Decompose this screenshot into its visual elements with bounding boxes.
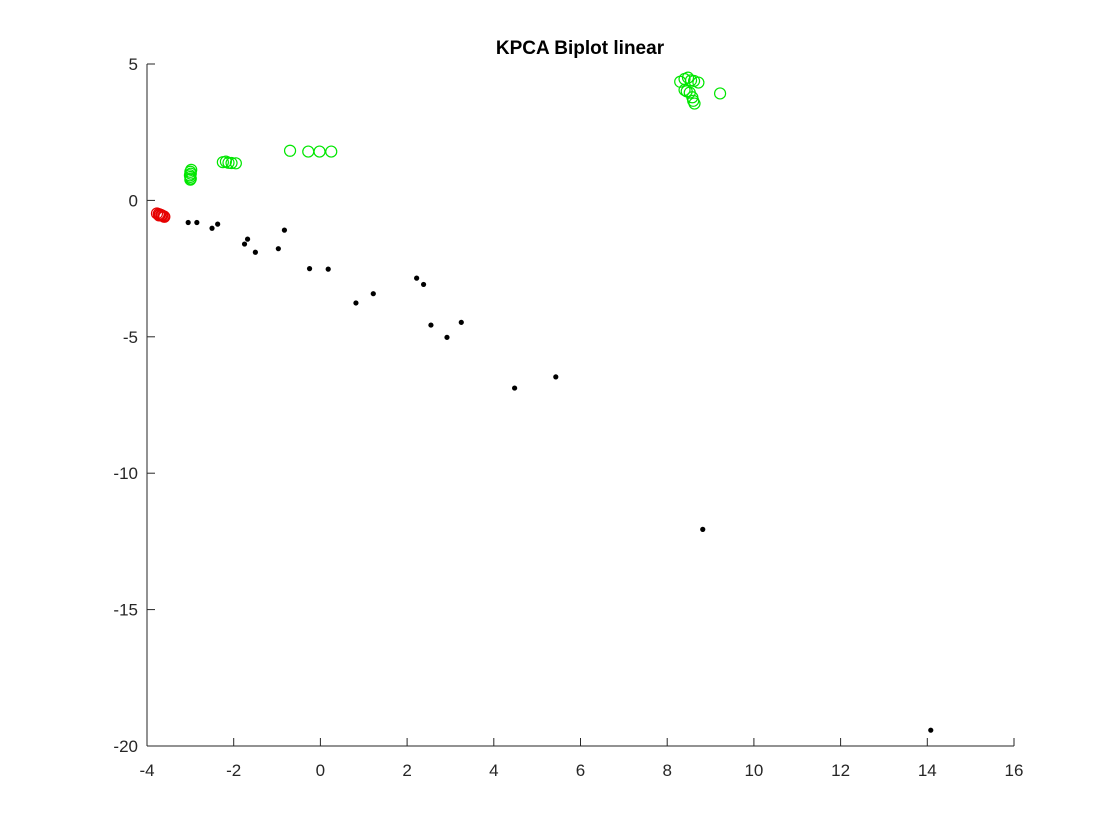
y-tick-label: 0	[129, 191, 138, 210]
data-point-circle	[302, 145, 315, 158]
data-point-dot	[241, 241, 248, 247]
data-point-dot	[428, 322, 434, 328]
x-tick-label: 10	[744, 761, 763, 780]
data-point-circle	[313, 145, 326, 158]
y-tick-label: -10	[113, 464, 138, 483]
data-point-dot	[414, 275, 420, 281]
data-point-circle	[713, 87, 727, 100]
data-point-dot	[420, 281, 427, 288]
data-point-dot	[458, 319, 464, 325]
x-tick-label: 8	[662, 761, 671, 780]
x-tick-label: -2	[226, 761, 241, 780]
plot-area	[150, 71, 934, 733]
data-point-circle	[229, 157, 242, 170]
x-tick-label: 0	[316, 761, 325, 780]
data-point-dot	[275, 246, 281, 252]
y-tick-label: -20	[113, 737, 138, 756]
data-point-dot	[928, 727, 934, 733]
x-tick-label: 12	[831, 761, 850, 780]
data-point-dot	[252, 249, 258, 255]
x-tick-label: 4	[489, 761, 498, 780]
data-point-dot	[185, 219, 191, 226]
data-point-dot	[353, 300, 359, 306]
data-point-dot	[209, 225, 215, 231]
data-point-dot	[306, 266, 313, 272]
data-point-dot	[325, 266, 331, 272]
data-point-circle	[158, 210, 171, 223]
data-point-dot	[512, 385, 518, 391]
data-point-circle	[692, 76, 705, 89]
x-tick-label: -4	[139, 761, 154, 780]
data-point-dot	[370, 291, 376, 297]
data-point-dot	[244, 236, 251, 242]
x-tick-label: 14	[918, 761, 937, 780]
y-tick-label: 5	[129, 55, 138, 74]
x-tick-label: 2	[402, 761, 411, 780]
data-point-circle	[283, 144, 297, 157]
data-point-dot	[281, 227, 288, 233]
x-tick-label: 6	[576, 761, 585, 780]
y-tick-label: -15	[113, 601, 138, 620]
data-point-circle	[325, 145, 338, 158]
data-point-circle	[153, 209, 166, 222]
data-point-dot	[215, 221, 221, 227]
data-point-dot	[553, 374, 559, 380]
x-tick-label: 16	[1005, 761, 1024, 780]
chart-title: KPCA Biplot linear	[496, 38, 665, 59]
data-point-dot	[700, 526, 706, 532]
data-point-circle	[185, 163, 198, 176]
y-tick-label: -5	[123, 328, 138, 347]
data-point-circle	[681, 71, 695, 84]
data-point-dot	[444, 334, 450, 340]
data-point-circle	[225, 156, 238, 170]
data-point-circle	[184, 173, 197, 186]
data-point-dot	[194, 219, 200, 226]
data-point-circle	[688, 97, 701, 110]
